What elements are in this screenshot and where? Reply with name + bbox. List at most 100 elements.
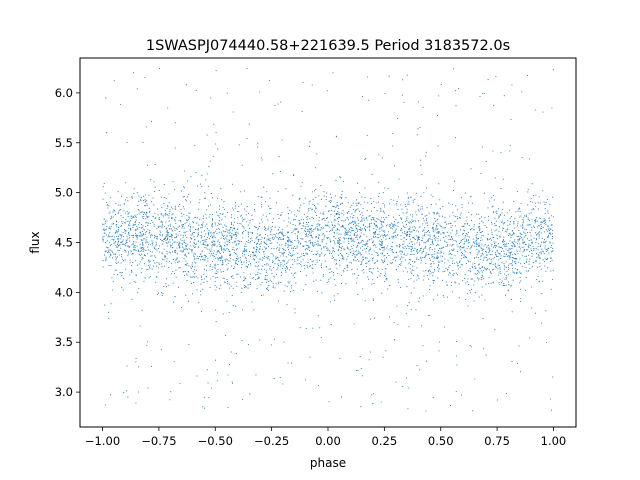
data-point — [390, 245, 392, 247]
data-point — [111, 238, 113, 240]
data-point — [147, 268, 149, 271]
data-point — [111, 226, 113, 228]
data-point — [254, 259, 256, 261]
data-point — [296, 247, 298, 249]
data-point — [336, 263, 338, 265]
data-point — [443, 296, 445, 298]
data-point — [132, 262, 134, 264]
data-point — [160, 214, 162, 216]
data-point — [138, 210, 140, 212]
data-point — [498, 231, 500, 233]
data-point — [215, 143, 217, 145]
data-point — [222, 261, 224, 264]
data-point — [146, 216, 148, 219]
data-point — [201, 227, 203, 229]
data-point — [356, 258, 358, 261]
data-point — [357, 182, 359, 184]
data-point — [172, 258, 174, 260]
data-point — [490, 245, 492, 247]
data-point — [224, 208, 226, 210]
data-point — [163, 238, 166, 240]
data-point — [140, 199, 142, 201]
data-point — [268, 226, 270, 228]
data-point — [178, 247, 180, 249]
data-point — [529, 244, 531, 246]
data-point — [418, 238, 420, 241]
data-point — [474, 243, 476, 245]
data-point — [150, 234, 152, 237]
data-point — [393, 321, 395, 324]
data-point — [400, 238, 402, 240]
data-point — [339, 253, 342, 255]
data-point — [136, 214, 138, 216]
data-point — [127, 224, 130, 226]
data-point — [189, 237, 192, 239]
data-point — [236, 235, 238, 237]
data-point — [280, 231, 282, 233]
data-point — [303, 225, 305, 227]
data-point — [439, 224, 441, 226]
data-point — [403, 253, 406, 255]
data-point — [401, 229, 403, 231]
x-tick-label: −0.25 — [254, 434, 289, 448]
data-point — [458, 297, 460, 299]
data-point — [333, 205, 335, 207]
data-point — [163, 238, 165, 241]
data-point — [211, 242, 213, 244]
data-point — [380, 252, 382, 254]
data-point — [174, 251, 176, 253]
data-point — [348, 249, 350, 251]
data-point — [134, 216, 137, 218]
data-point — [468, 239, 470, 241]
data-point — [509, 150, 511, 152]
data-point — [390, 226, 392, 229]
data-point — [532, 249, 535, 251]
data-point — [273, 377, 275, 380]
data-point — [149, 244, 151, 246]
data-point — [282, 247, 284, 250]
data-point — [509, 145, 511, 147]
data-point — [170, 228, 173, 230]
data-point — [123, 235, 125, 238]
data-point — [402, 212, 404, 214]
data-point — [201, 250, 203, 252]
data-point — [239, 276, 241, 278]
data-point — [524, 243, 526, 246]
data-point — [399, 245, 401, 247]
data-point — [520, 202, 522, 205]
data-point — [402, 246, 404, 248]
data-point — [103, 223, 105, 225]
data-point — [400, 261, 402, 263]
data-point — [318, 225, 320, 227]
data-point — [451, 249, 453, 251]
data-point — [312, 260, 314, 262]
data-point — [357, 230, 359, 232]
data-point — [243, 250, 245, 252]
data-point — [241, 264, 243, 266]
data-point — [437, 264, 440, 266]
data-point — [237, 210, 239, 213]
data-point — [423, 279, 425, 281]
data-point — [243, 261, 245, 263]
data-point — [223, 248, 225, 250]
data-point — [462, 232, 464, 235]
data-point — [531, 201, 533, 203]
data-point — [466, 234, 468, 236]
data-point — [366, 257, 368, 259]
data-point — [114, 241, 117, 243]
data-point — [341, 220, 343, 222]
data-point — [279, 251, 281, 254]
data-point — [162, 225, 164, 227]
data-point — [435, 257, 437, 259]
data-point — [411, 216, 413, 218]
data-point — [451, 235, 453, 237]
data-point — [220, 284, 222, 286]
data-point — [372, 298, 374, 300]
data-point — [371, 258, 373, 260]
data-point — [120, 247, 122, 249]
data-point — [204, 258, 206, 260]
data-point — [161, 235, 163, 237]
data-point — [442, 294, 444, 296]
data-point — [254, 225, 256, 227]
data-point — [513, 240, 515, 242]
